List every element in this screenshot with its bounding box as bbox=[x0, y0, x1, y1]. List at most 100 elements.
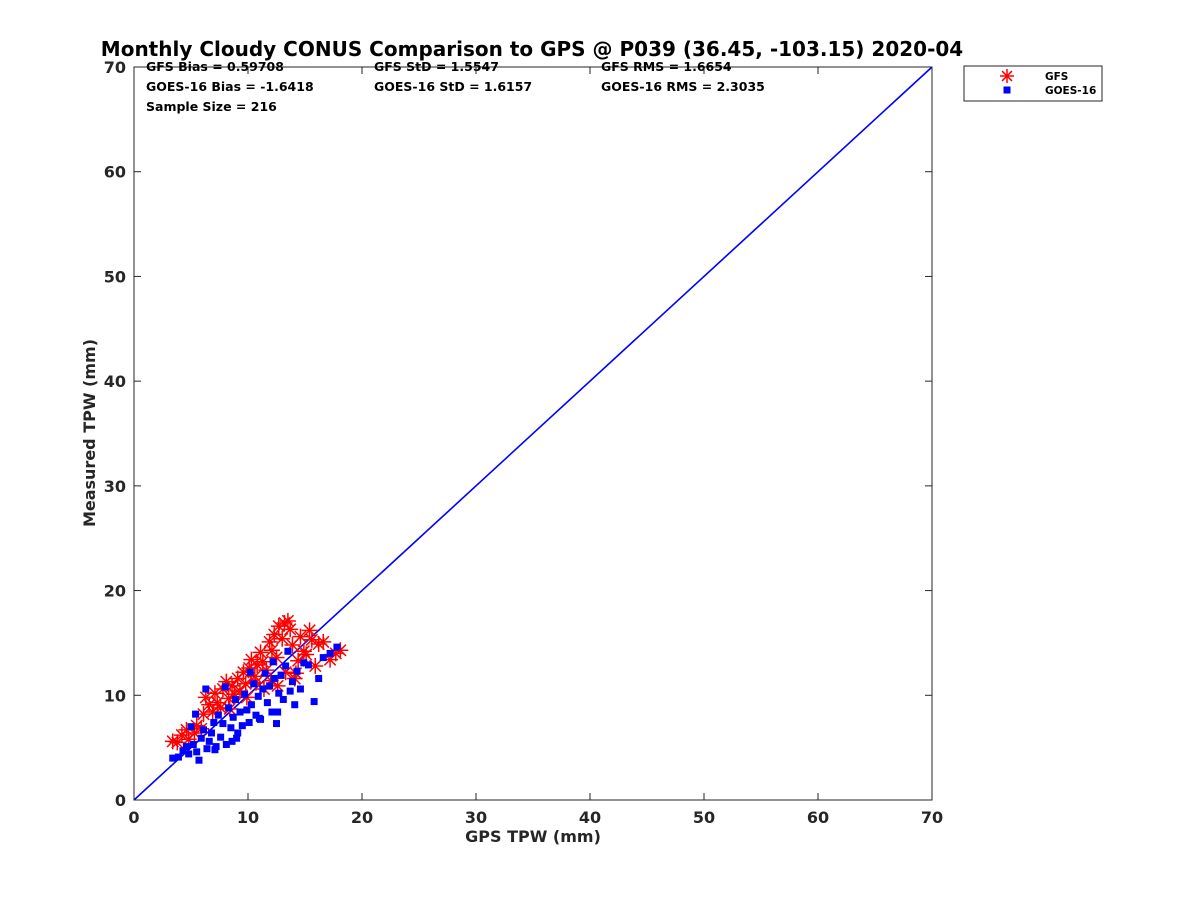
goes16-point bbox=[282, 662, 290, 670]
goes16-point bbox=[211, 746, 219, 754]
x-tick-label: 10 bbox=[237, 808, 259, 827]
gfs-point bbox=[274, 630, 291, 647]
legend-goes16-marker bbox=[1003, 86, 1011, 94]
goes16-point bbox=[246, 668, 254, 676]
goes16-point bbox=[241, 690, 249, 698]
stat-text: Sample Size = 216 bbox=[146, 99, 277, 114]
goes16-point bbox=[288, 678, 296, 686]
stat-text: GOES-16 StD = 1.6157 bbox=[374, 79, 532, 94]
y-axis-label: Measured TPW (mm) bbox=[80, 339, 99, 527]
goes16-point bbox=[304, 661, 312, 669]
gfs-point bbox=[315, 633, 332, 650]
gfs-point bbox=[263, 642, 280, 659]
stat-text: GFS RMS = 1.6654 bbox=[601, 59, 732, 74]
goes16-point bbox=[236, 708, 244, 716]
goes16-point bbox=[261, 669, 269, 677]
legend-label: GOES-16 bbox=[1045, 85, 1096, 97]
y-tick-label: 70 bbox=[104, 58, 126, 77]
stat-text: GOES-16 RMS = 2.3035 bbox=[601, 79, 765, 94]
y-tick-label: 10 bbox=[104, 686, 126, 705]
goes16-point bbox=[182, 743, 190, 751]
stat-text: GFS StD = 1.5547 bbox=[374, 59, 499, 74]
y-tick-label: 40 bbox=[104, 372, 126, 391]
goes16-point bbox=[234, 729, 242, 737]
x-tick-label: 50 bbox=[693, 808, 715, 827]
reference-line-group bbox=[133, 66, 933, 801]
goes16-point bbox=[208, 729, 216, 737]
x-axis-label: GPS TPW (mm) bbox=[465, 827, 601, 846]
goes16-point bbox=[214, 711, 222, 719]
goes16-point bbox=[263, 699, 271, 707]
goes16-point bbox=[279, 695, 287, 703]
goes16-point bbox=[202, 685, 210, 693]
legend-gfs-marker bbox=[1000, 69, 1014, 83]
x-tick-label: 40 bbox=[579, 808, 601, 827]
y-tick-label: 50 bbox=[104, 267, 126, 286]
goes16-point bbox=[275, 689, 283, 697]
goes16-point bbox=[243, 706, 251, 714]
goes16-point bbox=[231, 695, 239, 703]
goes16-point bbox=[174, 753, 182, 761]
x-tick-label: 30 bbox=[465, 808, 487, 827]
goes16-point bbox=[269, 658, 277, 666]
legend-box bbox=[963, 65, 1103, 102]
plot-area bbox=[133, 66, 933, 801]
goes16-point bbox=[210, 719, 218, 727]
gfs-point bbox=[252, 644, 269, 661]
legend-label: GFS bbox=[1045, 71, 1068, 83]
y-tick-label: 20 bbox=[104, 582, 126, 601]
goes16-point bbox=[197, 734, 205, 742]
axis-ticks: 0 10 20 30 40 50 60 70 0 10 20 30 40 50 60 70 bbox=[104, 58, 943, 827]
goes16-point bbox=[229, 713, 237, 721]
series-group bbox=[164, 612, 349, 764]
goes16-point bbox=[255, 714, 263, 722]
goes16-point bbox=[284, 647, 292, 655]
goes16-point bbox=[203, 745, 211, 753]
goes16-point bbox=[179, 747, 187, 755]
goes16-point bbox=[217, 733, 225, 741]
x-tick-label: 60 bbox=[807, 808, 829, 827]
goes16-point bbox=[273, 720, 280, 728]
stat-text: GOES-16 Bias = -1.6418 bbox=[146, 79, 314, 94]
goes16-point bbox=[225, 704, 233, 712]
goes16-point bbox=[219, 720, 227, 728]
goes16-point bbox=[277, 671, 285, 679]
y-tick-label: 30 bbox=[104, 477, 126, 496]
stat-text: GFS Bias = 0.59708 bbox=[146, 59, 284, 74]
goes16-point bbox=[228, 737, 236, 745]
goes16-point bbox=[222, 741, 230, 749]
x-tick-label: 20 bbox=[351, 808, 373, 827]
goes16-point bbox=[195, 756, 203, 764]
goes16-point bbox=[254, 692, 262, 700]
goes16-point bbox=[293, 667, 301, 675]
goes16-point bbox=[296, 685, 304, 693]
goes16-point bbox=[291, 701, 299, 709]
gfs-point bbox=[237, 675, 254, 692]
goes16-point bbox=[193, 748, 201, 756]
goes16-point bbox=[274, 708, 282, 716]
goes16-point bbox=[286, 687, 294, 695]
goes16-point bbox=[227, 724, 235, 732]
goes16-point bbox=[300, 659, 308, 667]
x-tick-label: 0 bbox=[128, 808, 139, 827]
statistics-annotations: GFS Bias = 0.59708 GFS StD = 1.5547 GFS RM… bbox=[146, 59, 765, 114]
series-gfs bbox=[164, 612, 349, 751]
y-tick-label: 60 bbox=[104, 163, 126, 182]
goes16-point bbox=[221, 683, 229, 691]
chart-title: Monthly Cloudy CONUS Comparison to GPS @… bbox=[101, 37, 963, 61]
gfs-point bbox=[266, 626, 283, 643]
goes16-point bbox=[238, 722, 246, 730]
goes16-point bbox=[268, 708, 276, 716]
goes16-point bbox=[192, 710, 200, 718]
goes16-point bbox=[315, 675, 323, 683]
legend: GFS GOES-16 bbox=[963, 65, 1103, 102]
goes16-point bbox=[259, 685, 267, 693]
goes16-point bbox=[247, 701, 255, 709]
y-tick-label: 0 bbox=[115, 791, 126, 810]
goes16-point bbox=[319, 654, 327, 662]
goes16-point bbox=[187, 723, 195, 731]
goes16-point bbox=[333, 643, 341, 651]
gfs-point bbox=[282, 621, 299, 638]
goes16-point bbox=[200, 726, 208, 734]
